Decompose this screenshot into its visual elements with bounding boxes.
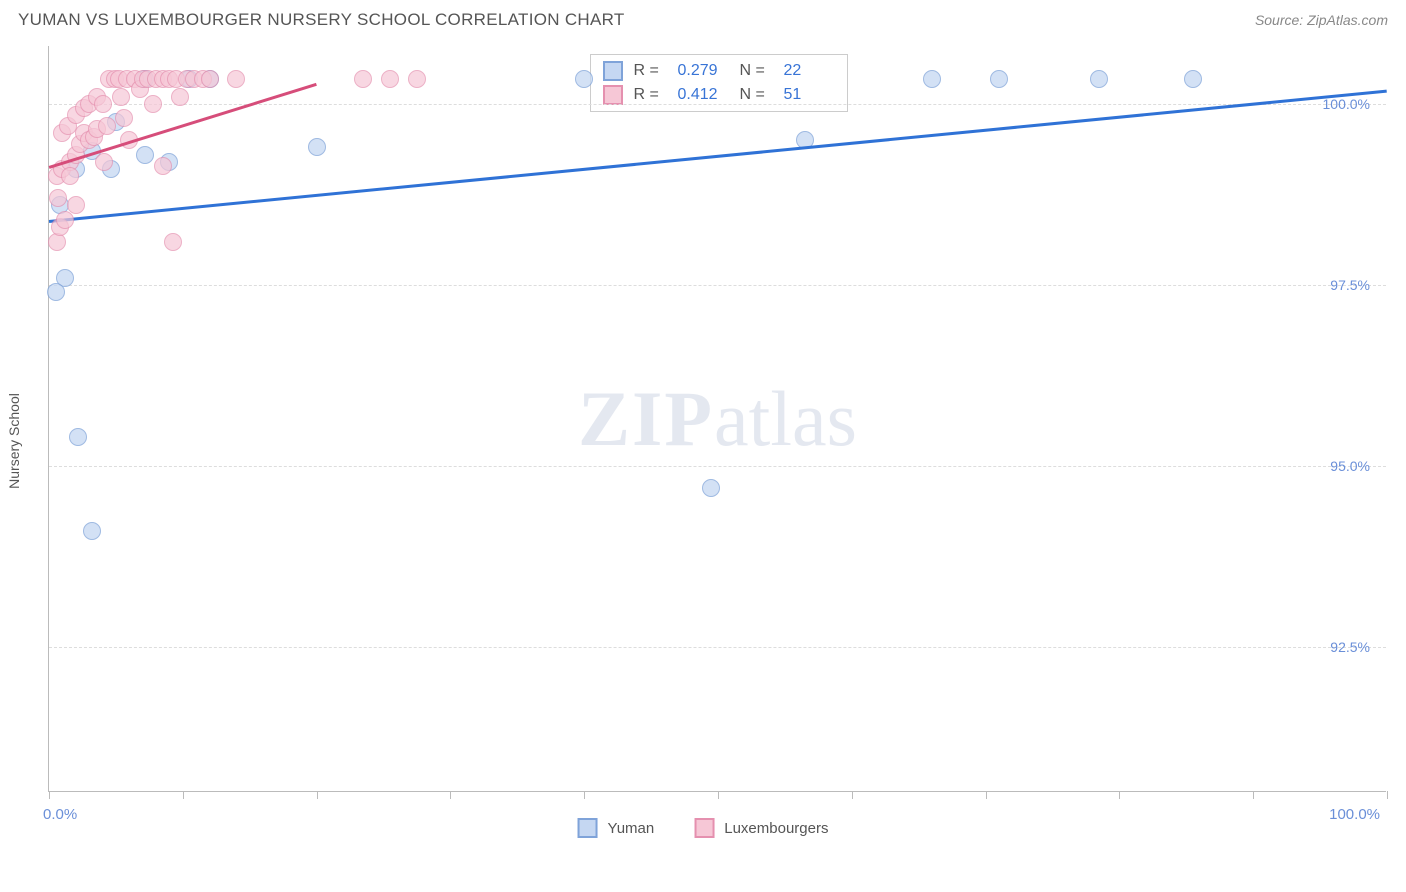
scatter-point <box>575 70 593 88</box>
scatter-point <box>67 196 85 214</box>
scatter-point <box>136 146 154 164</box>
stat-r-value: 0.279 <box>677 62 729 80</box>
gridline <box>49 647 1386 648</box>
source-label: Source: ZipAtlas.com <box>1255 12 1388 28</box>
x-axis-min-label: 0.0% <box>43 806 77 823</box>
chart-wrap: Nursery School ZIPatlas R =0.279N =22R =… <box>0 36 1406 846</box>
y-axis-label: Nursery School <box>6 393 22 489</box>
scatter-point <box>923 70 941 88</box>
x-tick <box>1387 791 1388 799</box>
stats-row: R = 0.279 N = 22 <box>603 59 835 83</box>
scatter-point <box>47 283 65 301</box>
scatter-point <box>98 117 116 135</box>
stat-n-value: 51 <box>783 86 835 104</box>
legend-item: Yuman <box>578 818 655 838</box>
x-tick <box>718 791 719 799</box>
scatter-point <box>154 157 172 175</box>
x-tick <box>986 791 987 799</box>
legend-swatch <box>694 818 714 838</box>
legend-label: Luxembourgers <box>724 820 828 837</box>
scatter-point <box>95 153 113 171</box>
plot-area: ZIPatlas R =0.279N =22R =0.412N =51 0.0%… <box>48 46 1386 792</box>
stat-n-value: 22 <box>783 62 835 80</box>
scatter-point <box>171 88 189 106</box>
x-axis-max-label: 100.0% <box>1329 806 1380 823</box>
y-tick-label: 100.0% <box>1323 96 1370 112</box>
scatter-point <box>69 428 87 446</box>
legend-label: Yuman <box>608 820 655 837</box>
y-tick-label: 92.5% <box>1330 639 1370 655</box>
y-tick-label: 95.0% <box>1330 458 1370 474</box>
legend-swatch <box>603 61 623 81</box>
scatter-point <box>94 95 112 113</box>
scatter-point <box>308 138 326 156</box>
x-tick <box>1119 791 1120 799</box>
scatter-point <box>61 167 79 185</box>
gridline <box>49 285 1386 286</box>
scatter-point <box>381 70 399 88</box>
scatter-point <box>1184 70 1202 88</box>
scatter-point <box>354 70 372 88</box>
scatter-point <box>115 109 133 127</box>
stat-n-label: N = <box>739 86 773 104</box>
watermark-atlas: atlas <box>714 375 857 462</box>
scatter-point <box>112 88 130 106</box>
x-tick <box>49 791 50 799</box>
stat-r-label: R = <box>633 62 667 80</box>
x-tick <box>584 791 585 799</box>
scatter-point <box>1090 70 1108 88</box>
watermark-zip: ZIP <box>578 375 714 462</box>
x-tick <box>183 791 184 799</box>
gridline <box>49 466 1386 467</box>
legend-item: Luxembourgers <box>694 818 828 838</box>
chart-title: YUMAN VS LUXEMBOURGER NURSERY SCHOOL COR… <box>18 10 625 30</box>
scatter-point <box>164 233 182 251</box>
watermark: ZIPatlas <box>578 374 857 464</box>
scatter-point <box>49 189 67 207</box>
scatter-point <box>201 70 219 88</box>
y-tick-label: 97.5% <box>1330 277 1370 293</box>
x-tick <box>450 791 451 799</box>
stat-r-value: 0.412 <box>677 86 729 104</box>
scatter-point <box>83 522 101 540</box>
stat-r-label: R = <box>633 86 667 104</box>
legend-swatch <box>578 818 598 838</box>
scatter-point <box>408 70 426 88</box>
legend: Yuman Luxembourgers <box>578 818 829 838</box>
x-tick <box>317 791 318 799</box>
scatter-point <box>990 70 1008 88</box>
x-tick <box>1253 791 1254 799</box>
x-tick <box>852 791 853 799</box>
stat-n-label: N = <box>739 62 773 80</box>
scatter-point <box>227 70 245 88</box>
scatter-point <box>144 95 162 113</box>
scatter-point <box>702 479 720 497</box>
legend-swatch <box>603 85 623 105</box>
header: YUMAN VS LUXEMBOURGER NURSERY SCHOOL COR… <box>0 0 1406 36</box>
